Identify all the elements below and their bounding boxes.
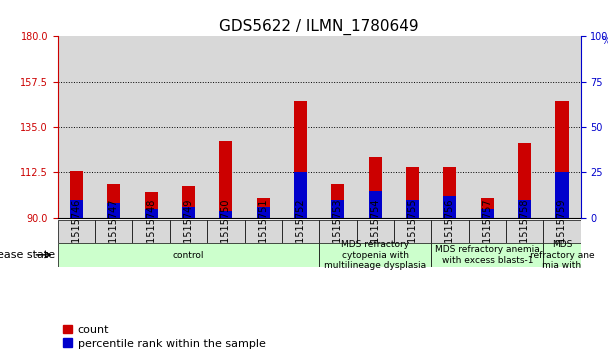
FancyBboxPatch shape bbox=[544, 243, 581, 267]
Text: GSM1515755: GSM1515755 bbox=[407, 199, 418, 264]
Bar bbox=[95, 36, 133, 218]
Bar bbox=[544, 36, 581, 218]
Bar bbox=[244, 36, 282, 218]
Bar bbox=[443, 196, 457, 218]
FancyBboxPatch shape bbox=[319, 220, 356, 243]
Bar bbox=[518, 143, 531, 218]
FancyBboxPatch shape bbox=[394, 220, 431, 243]
Text: GSM1515758: GSM1515758 bbox=[520, 199, 530, 264]
Text: GSM1515757: GSM1515757 bbox=[482, 199, 492, 264]
Bar bbox=[145, 192, 157, 218]
Bar bbox=[368, 191, 382, 218]
FancyBboxPatch shape bbox=[95, 220, 133, 243]
Text: GSM1515747: GSM1515747 bbox=[109, 199, 119, 264]
Bar bbox=[145, 209, 157, 218]
Bar bbox=[556, 172, 568, 218]
Text: GSM1515753: GSM1515753 bbox=[333, 199, 343, 264]
Bar bbox=[257, 197, 270, 218]
FancyBboxPatch shape bbox=[469, 220, 506, 243]
Bar bbox=[107, 203, 120, 218]
Title: GDS5622 / ILMN_1780649: GDS5622 / ILMN_1780649 bbox=[219, 19, 419, 35]
Bar bbox=[257, 207, 270, 218]
Bar bbox=[518, 200, 531, 218]
Text: MDS
refractory ane
mia with: MDS refractory ane mia with bbox=[530, 240, 594, 270]
Text: GSM1515752: GSM1515752 bbox=[295, 199, 306, 264]
FancyBboxPatch shape bbox=[431, 220, 469, 243]
Bar bbox=[506, 36, 544, 218]
Text: MDS refractory
cytopenia with
multilineage dysplasia: MDS refractory cytopenia with multilinea… bbox=[324, 240, 426, 270]
Bar bbox=[481, 209, 494, 218]
Bar bbox=[294, 101, 307, 218]
FancyBboxPatch shape bbox=[506, 220, 544, 243]
Bar bbox=[394, 36, 431, 218]
FancyBboxPatch shape bbox=[282, 220, 319, 243]
FancyBboxPatch shape bbox=[319, 243, 431, 267]
Text: GSM1515748: GSM1515748 bbox=[146, 199, 156, 264]
FancyBboxPatch shape bbox=[133, 220, 170, 243]
Text: GSM1515750: GSM1515750 bbox=[221, 199, 231, 264]
Bar bbox=[356, 36, 394, 218]
Bar bbox=[133, 36, 170, 218]
Text: %: % bbox=[601, 36, 608, 46]
Bar bbox=[70, 200, 83, 218]
FancyBboxPatch shape bbox=[544, 220, 581, 243]
Text: GSM1515746: GSM1515746 bbox=[71, 199, 81, 264]
Bar bbox=[282, 36, 319, 218]
FancyBboxPatch shape bbox=[431, 243, 544, 267]
Text: GSM1515754: GSM1515754 bbox=[370, 199, 380, 264]
FancyBboxPatch shape bbox=[170, 220, 207, 243]
Bar bbox=[219, 141, 232, 218]
Bar bbox=[319, 36, 356, 218]
Bar bbox=[182, 185, 195, 218]
FancyBboxPatch shape bbox=[58, 220, 95, 243]
Bar bbox=[431, 36, 469, 218]
Bar bbox=[368, 157, 382, 218]
Bar bbox=[294, 172, 307, 218]
Legend: count, percentile rank within the sample: count, percentile rank within the sample bbox=[63, 325, 266, 348]
Bar bbox=[443, 167, 457, 218]
Text: GSM1515756: GSM1515756 bbox=[445, 199, 455, 264]
Bar bbox=[170, 36, 207, 218]
Text: MDS refractory anemia
with excess blasts-1: MDS refractory anemia with excess blasts… bbox=[435, 245, 540, 265]
Bar bbox=[331, 184, 344, 218]
FancyBboxPatch shape bbox=[58, 243, 319, 267]
FancyBboxPatch shape bbox=[356, 220, 394, 243]
Bar bbox=[70, 171, 83, 218]
Bar bbox=[469, 36, 506, 218]
Text: GSM1515749: GSM1515749 bbox=[184, 199, 193, 264]
Bar bbox=[481, 197, 494, 218]
FancyBboxPatch shape bbox=[207, 220, 244, 243]
Bar bbox=[219, 211, 232, 218]
Text: GSM1515751: GSM1515751 bbox=[258, 199, 268, 264]
Bar bbox=[58, 36, 95, 218]
Text: GSM1515759: GSM1515759 bbox=[557, 199, 567, 264]
Bar bbox=[107, 184, 120, 218]
FancyBboxPatch shape bbox=[244, 220, 282, 243]
Bar bbox=[182, 207, 195, 218]
Bar bbox=[406, 200, 419, 218]
Bar bbox=[406, 167, 419, 218]
Bar bbox=[207, 36, 244, 218]
Bar bbox=[556, 101, 568, 218]
Text: disease state: disease state bbox=[0, 250, 55, 260]
Bar bbox=[331, 200, 344, 218]
Text: control: control bbox=[173, 250, 204, 260]
